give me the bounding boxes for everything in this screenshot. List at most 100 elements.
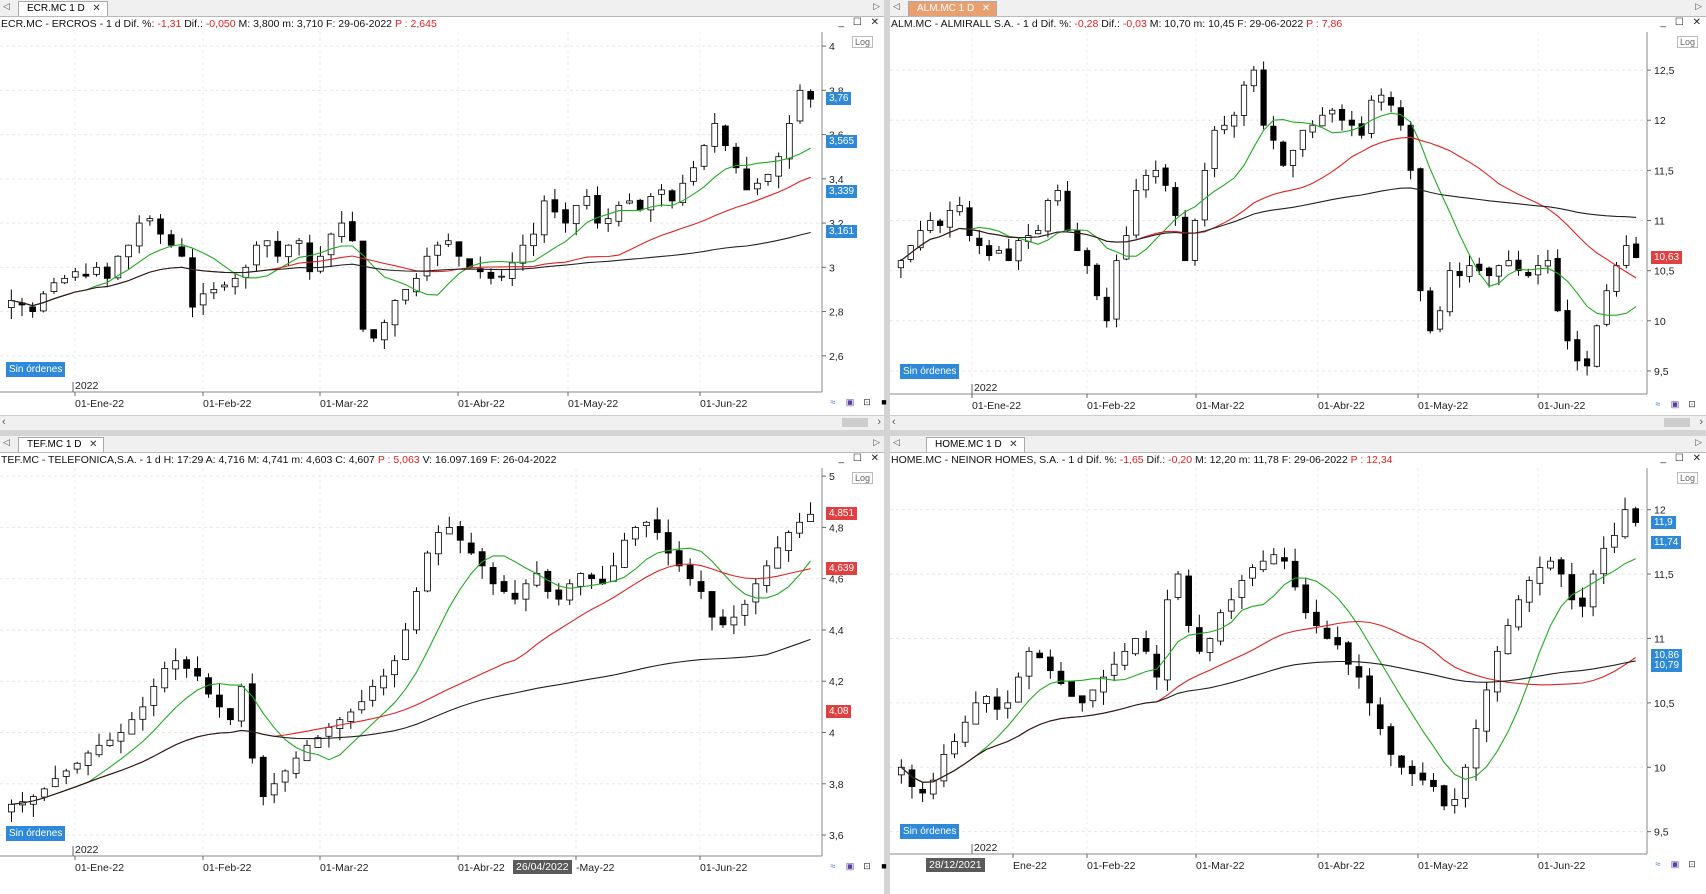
tab-tef[interactable]: TEF.MC 1 D ✕ [18,437,105,452]
y-tick-label: 11,5 [1654,165,1674,177]
scroll-thumb[interactable] [1664,418,1690,427]
x-tick-label: 01-Ene-22 [972,400,1021,412]
tab-ecr[interactable]: ECR.MC 1 D ✕ [18,1,108,16]
tab-close-icon[interactable]: ✕ [92,3,101,14]
log-scale-toggle[interactable]: Log [852,36,874,48]
tab-scroll-right-icon[interactable]: ▷ [1695,437,1702,447]
pin-icon[interactable]: ⊡ [863,861,871,871]
tab-scroll-left-icon[interactable]: ◁ [3,1,10,11]
candle-body [237,685,245,722]
candle-body [135,222,143,247]
tab-scroll-left-icon[interactable]: ◁ [3,437,10,447]
pin-icon[interactable]: ⊡ [1688,399,1696,409]
candle-body [636,199,644,211]
chart-style-icon[interactable]: ≈ [1655,399,1661,409]
window-controls[interactable]: _ ☐ ✕ [838,17,882,28]
candle-body [1217,612,1224,642]
window-controls[interactable]: _ ☐ ✕ [1660,453,1704,464]
scroll-right-icon[interactable]: › [877,416,881,428]
candle-body [631,527,639,540]
horizontal-scrollbar[interactable]: ‹ › [890,415,1706,430]
candle-body [349,221,356,242]
pin-icon[interactable]: ⊡ [1688,859,1696,869]
candle-body [1427,290,1434,332]
candlestick-chart: 43,83,63,43,232,82,601-Ene-2201-Feb-2201… [0,32,844,410]
chart-pane-tef[interactable]: ◁ ▷ TEF.MC 1 D ✕ TEF.MC - TELEFONICA,S.A. - … [0,436,887,894]
tab-scroll-right-icon[interactable]: ▷ [873,437,880,447]
price-chart[interactable]: 12,5 12 11,5 11 10,5 10 9,5 01-Ene-22 01-Feb-22 0… [890,32,1704,414]
candle-body [1536,567,1544,584]
tab-alm[interactable]: ALM.MC 1 D ✕ [908,1,998,16]
candle-body [1142,638,1150,652]
save-icon[interactable]: ▣ [845,397,855,407]
x-tick-label: -May-22 [576,862,615,874]
candle-body [1611,535,1618,548]
chart-style-icon[interactable]: ≈ [830,861,836,871]
price-chart[interactable]: 12 11,5 11 10,5 10 9,5 Ene-22 01-Feb-22 01-Mar-2… [890,468,1704,874]
horizontal-scrollbar[interactable]: ‹ › [0,415,884,430]
color-square-icon[interactable]: ■ [881,861,887,871]
log-scale-toggle[interactable]: Log [1677,36,1699,48]
color-square-icon[interactable]: ■ [881,397,887,407]
save-icon[interactable]: ▣ [1670,399,1680,409]
quote-info-bar: ALM.MC - ALMIRALL S.A. - 1 d Dif. %: -0,… [890,17,1706,31]
window-controls[interactable]: _ ☐ ✕ [838,453,882,464]
tab-home[interactable]: HOME.MC 1 D ✕ [926,437,1025,452]
candle-body [1078,695,1086,704]
chart-pane-alm[interactable]: ◁ ▷ ALM.MC 1 D ✕ ALM.MC - ALMIRALL S.A. - 1 … [890,0,1706,430]
log-scale-toggle[interactable]: Log [852,472,874,484]
quote-info-segment: TEF.MC - TELEFONICA,S.A. - 1 d H: 17:29 … [1,454,378,466]
scroll-left-icon[interactable]: ‹ [2,416,6,428]
tab-label: HOME.MC 1 D [935,439,1002,450]
color-square-icon[interactable]: ■ [1702,397,1706,411]
tab-close-icon[interactable]: ✕ [89,439,98,450]
chart-pane-ecr[interactable]: ◁ ▷ ECR.MC 1 D ✕ ECR.MC - ERCROS - 1 d Dif. … [0,0,887,430]
price-tag: 3,565 [826,135,858,149]
candle-body [1589,573,1597,608]
tab-scroll-left-icon[interactable]: ◁ [893,437,900,447]
candle-body [40,788,48,798]
window-controls[interactable]: _ ☐ ✕ [1660,17,1704,28]
candle-body [1191,220,1199,261]
tab-scroll-right-icon[interactable]: ▷ [873,1,880,11]
tab-scroll-left-icon[interactable]: ◁ [893,1,900,11]
candle-body [976,237,983,246]
candle-body [1419,772,1427,781]
scroll-right-icon[interactable]: › [1699,416,1703,428]
save-icon[interactable]: ▣ [1670,859,1680,869]
quote-info-bar: ECR.MC - ERCROS - 1 d Dif. %: -1,31 Dif.… [0,17,884,31]
candle-body [956,205,963,213]
price-chart[interactable]: 5 4,8 4,6 4,4 4,2 4 3,8 3,6 01-Ene-22 01-Feb-22 01… [0,468,882,876]
orders-badge: Sin órdenes [900,364,960,379]
candle-body [1329,109,1336,115]
tab-scroll-right-icon[interactable]: ▷ [1695,1,1702,11]
candle-body [1515,259,1522,272]
price-chart[interactable]: 43,83,63,43,232,82,601-Ene-2201-Feb-2201… [0,32,882,412]
quote-info-segment: P : 2,645 [394,18,437,30]
x-tick-label: 01-Jun-22 [700,862,747,874]
pin-icon[interactable]: ⊡ [863,397,871,407]
candle-body [178,246,186,257]
chart-pane-home[interactable]: ◁ ▷ HOME.MC 1 D ✕ HOME.MC - NEINOR HOMES, S.… [890,436,1706,894]
moving-average-medium-line [11,563,811,805]
candle-body [1408,765,1416,775]
candle-body [743,168,751,191]
scroll-left-icon[interactable]: ‹ [892,416,896,428]
x-tick-label: 01-May-22 [568,398,618,410]
candle-body [281,770,289,783]
log-scale-toggle[interactable]: Log [1677,472,1699,484]
candle-body [1574,339,1581,362]
chart-style-icon[interactable]: ≈ [1655,859,1661,869]
candle-body [1623,245,1630,266]
candle-body [1366,675,1373,704]
tab-close-icon[interactable]: ✕ [981,3,991,14]
candle-body [711,123,719,147]
tab-close-icon[interactable]: ✕ [1009,439,1018,450]
color-square-icon[interactable]: ■ [1702,857,1706,871]
candle-body [84,752,92,766]
candle-body [1313,611,1320,626]
candle-body [1547,560,1554,569]
scroll-thumb[interactable] [842,418,868,427]
chart-style-icon[interactable]: ≈ [830,397,836,407]
save-icon[interactable]: ▣ [845,861,855,871]
